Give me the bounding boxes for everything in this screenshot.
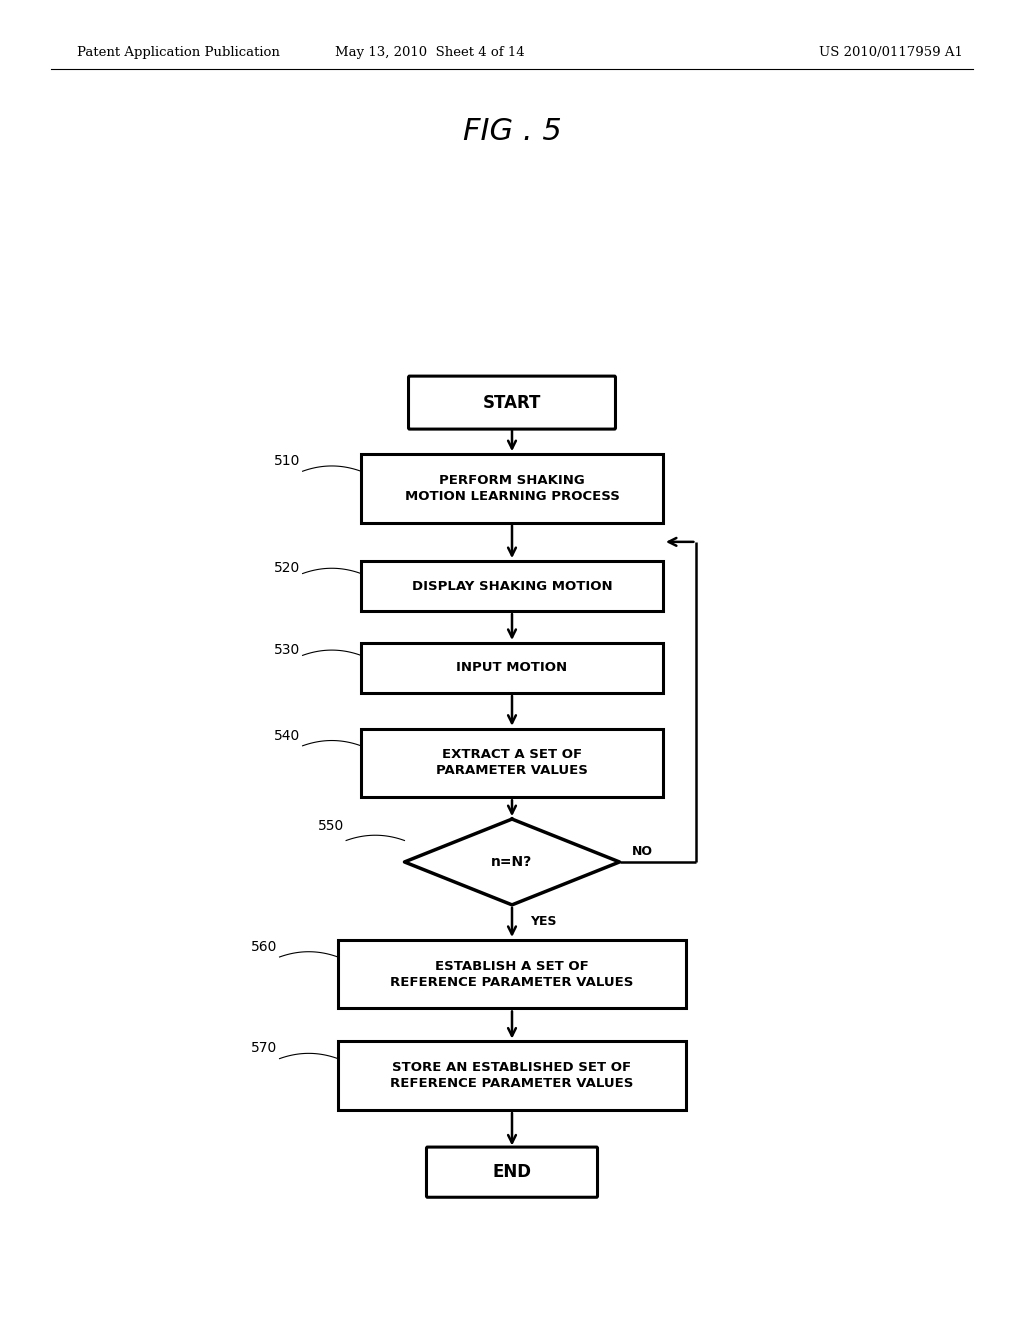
Text: 520: 520: [274, 561, 300, 576]
Text: INPUT MOTION: INPUT MOTION: [457, 661, 567, 675]
Text: FIG . 5: FIG . 5: [463, 117, 561, 147]
Bar: [338, 940, 686, 1008]
Text: STORE AN ESTABLISHED SET OF
REFERENCE PARAMETER VALUES: STORE AN ESTABLISHED SET OF REFERENCE PA…: [390, 1061, 634, 1090]
Text: Patent Application Publication: Patent Application Publication: [77, 46, 280, 59]
Bar: [361, 729, 664, 797]
Text: 530: 530: [274, 643, 300, 657]
Text: ESTABLISH A SET OF
REFERENCE PARAMETER VALUES: ESTABLISH A SET OF REFERENCE PARAMETER V…: [390, 960, 634, 989]
Text: 570: 570: [251, 1041, 278, 1056]
Bar: [338, 1041, 686, 1110]
Text: n=N?: n=N?: [492, 855, 532, 869]
Text: NO: NO: [632, 845, 653, 858]
Text: 560: 560: [251, 940, 278, 954]
Bar: [361, 454, 664, 523]
Bar: [361, 643, 664, 693]
Text: 540: 540: [274, 729, 300, 743]
Bar: [361, 561, 664, 611]
FancyBboxPatch shape: [409, 376, 615, 429]
Text: END: END: [493, 1163, 531, 1181]
Text: 510: 510: [274, 454, 300, 469]
Text: START: START: [482, 393, 542, 412]
Text: May 13, 2010  Sheet 4 of 14: May 13, 2010 Sheet 4 of 14: [335, 46, 525, 59]
Polygon shape: [404, 818, 620, 906]
Text: 550: 550: [317, 818, 344, 833]
Text: YES: YES: [530, 916, 557, 928]
Text: DISPLAY SHAKING MOTION: DISPLAY SHAKING MOTION: [412, 579, 612, 593]
FancyBboxPatch shape: [426, 1147, 598, 1197]
Text: EXTRACT A SET OF
PARAMETER VALUES: EXTRACT A SET OF PARAMETER VALUES: [436, 748, 588, 777]
Text: PERFORM SHAKING
MOTION LEARNING PROCESS: PERFORM SHAKING MOTION LEARNING PROCESS: [404, 474, 620, 503]
Text: US 2010/0117959 A1: US 2010/0117959 A1: [819, 46, 963, 59]
